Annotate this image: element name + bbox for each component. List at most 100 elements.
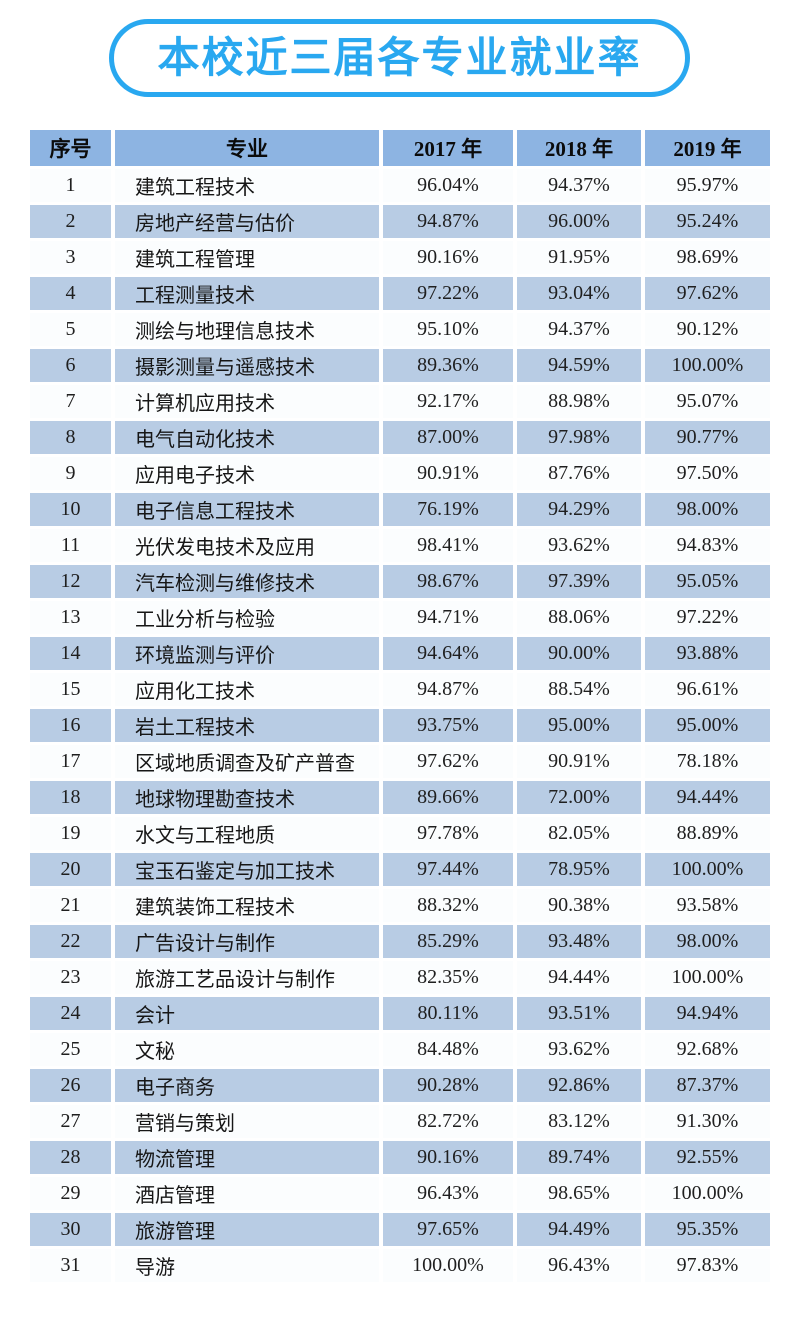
table-row: 19 水文与工程地质 97.78% 82.05% 88.89% xyxy=(30,814,770,850)
table-row: 27 营销与策划 82.72% 83.12% 91.30% xyxy=(30,1102,770,1138)
rate-2018: 88.54% xyxy=(517,670,645,706)
rate-2019: 97.62% xyxy=(645,274,770,310)
row-index: 12 xyxy=(30,562,115,598)
table-row: 29 酒店管理 96.43% 98.65% 100.00% xyxy=(30,1174,770,1210)
major-name: 宝玉石鉴定与加工技术 xyxy=(115,850,383,886)
rate-2019: 90.12% xyxy=(645,310,770,346)
row-index: 2 xyxy=(30,202,115,238)
rate-2018: 88.06% xyxy=(517,598,645,634)
rate-2019: 95.97% xyxy=(645,166,770,202)
rate-2019: 78.18% xyxy=(645,742,770,778)
rate-2017: 100.00% xyxy=(383,1246,517,1282)
major-name: 物流管理 xyxy=(115,1138,383,1174)
rate-2017: 89.66% xyxy=(383,778,517,814)
table-row: 9 应用电子技术 90.91% 87.76% 97.50% xyxy=(30,454,770,490)
table-row: 25 文秘 84.48% 93.62% 92.68% xyxy=(30,1030,770,1066)
row-index: 10 xyxy=(30,490,115,526)
rate-2017: 90.16% xyxy=(383,238,517,274)
rate-2018: 93.51% xyxy=(517,994,645,1030)
rate-2018: 90.00% xyxy=(517,634,645,670)
major-name: 旅游工艺品设计与制作 xyxy=(115,958,383,994)
rate-2019: 92.68% xyxy=(645,1030,770,1066)
rate-2017: 96.04% xyxy=(383,166,517,202)
rate-2017: 97.65% xyxy=(383,1210,517,1246)
row-index: 21 xyxy=(30,886,115,922)
table-row: 24 会计 80.11% 93.51% 94.94% xyxy=(30,994,770,1030)
col-header-2017: 2017 年 xyxy=(383,130,517,166)
rate-2017: 95.10% xyxy=(383,310,517,346)
table-row: 30 旅游管理 97.65% 94.49% 95.35% xyxy=(30,1210,770,1246)
row-index: 5 xyxy=(30,310,115,346)
rate-2018: 93.62% xyxy=(517,526,645,562)
rate-2018: 95.00% xyxy=(517,706,645,742)
rate-2018: 93.04% xyxy=(517,274,645,310)
rate-2018: 94.37% xyxy=(517,166,645,202)
rate-2017: 87.00% xyxy=(383,418,517,454)
table-row: 31 导游 100.00% 96.43% 97.83% xyxy=(30,1246,770,1282)
rate-2019: 88.89% xyxy=(645,814,770,850)
row-index: 28 xyxy=(30,1138,115,1174)
rate-2017: 84.48% xyxy=(383,1030,517,1066)
table-row: 23 旅游工艺品设计与制作 82.35% 94.44% 100.00% xyxy=(30,958,770,994)
table-row: 17 区域地质调查及矿产普查 97.62% 90.91% 78.18% xyxy=(30,742,770,778)
rate-2017: 94.87% xyxy=(383,670,517,706)
table-row: 10 电子信息工程技术 76.19% 94.29% 98.00% xyxy=(30,490,770,526)
rate-2018: 92.86% xyxy=(517,1066,645,1102)
rate-2019: 98.00% xyxy=(645,922,770,958)
rate-2018: 87.76% xyxy=(517,454,645,490)
rate-2018: 94.44% xyxy=(517,958,645,994)
row-index: 8 xyxy=(30,418,115,454)
major-name: 电气自动化技术 xyxy=(115,418,383,454)
row-index: 31 xyxy=(30,1246,115,1282)
rate-2017: 93.75% xyxy=(383,706,517,742)
rate-2017: 97.22% xyxy=(383,274,517,310)
major-name: 导游 xyxy=(115,1246,383,1282)
table-row: 26 电子商务 90.28% 92.86% 87.37% xyxy=(30,1066,770,1102)
rate-2019: 97.22% xyxy=(645,598,770,634)
major-name: 计算机应用技术 xyxy=(115,382,383,418)
major-name: 电子信息工程技术 xyxy=(115,490,383,526)
rate-2017: 94.87% xyxy=(383,202,517,238)
rate-2017: 92.17% xyxy=(383,382,517,418)
major-name: 建筑工程管理 xyxy=(115,238,383,274)
row-index: 7 xyxy=(30,382,115,418)
table-row: 22 广告设计与制作 85.29% 93.48% 98.00% xyxy=(30,922,770,958)
rate-2017: 90.28% xyxy=(383,1066,517,1102)
table-row: 6 摄影测量与遥感技术 89.36% 94.59% 100.00% xyxy=(30,346,770,382)
rate-2017: 82.72% xyxy=(383,1102,517,1138)
rate-2017: 90.16% xyxy=(383,1138,517,1174)
rate-2017: 96.43% xyxy=(383,1174,517,1210)
rate-2018: 96.00% xyxy=(517,202,645,238)
rate-2019: 93.58% xyxy=(645,886,770,922)
rate-2019: 87.37% xyxy=(645,1066,770,1102)
rate-2018: 90.91% xyxy=(517,742,645,778)
table-row: 13 工业分析与检验 94.71% 88.06% 97.22% xyxy=(30,598,770,634)
rate-2018: 94.49% xyxy=(517,1210,645,1246)
rate-2017: 90.91% xyxy=(383,454,517,490)
major-name: 文秘 xyxy=(115,1030,383,1066)
table-row: 16 岩土工程技术 93.75% 95.00% 95.00% xyxy=(30,706,770,742)
major-name: 酒店管理 xyxy=(115,1174,383,1210)
row-index: 13 xyxy=(30,598,115,634)
row-index: 19 xyxy=(30,814,115,850)
row-index: 30 xyxy=(30,1210,115,1246)
row-index: 17 xyxy=(30,742,115,778)
header-row: 序号 专业 2017 年 2018 年 2019 年 xyxy=(30,130,770,166)
major-name: 摄影测量与遥感技术 xyxy=(115,346,383,382)
table-row: 3 建筑工程管理 90.16% 91.95% 98.69% xyxy=(30,238,770,274)
row-index: 25 xyxy=(30,1030,115,1066)
rate-2017: 94.71% xyxy=(383,598,517,634)
title-banner: 本校近三届各专业就业率 xyxy=(109,19,690,97)
rate-2018: 82.05% xyxy=(517,814,645,850)
major-name: 旅游管理 xyxy=(115,1210,383,1246)
table-row: 18 地球物理勘查技术 89.66% 72.00% 94.44% xyxy=(30,778,770,814)
rate-2019: 92.55% xyxy=(645,1138,770,1174)
row-index: 3 xyxy=(30,238,115,274)
major-name: 建筑工程技术 xyxy=(115,166,383,202)
col-header-2019: 2019 年 xyxy=(645,130,770,166)
rate-2019: 98.00% xyxy=(645,490,770,526)
table-row: 8 电气自动化技术 87.00% 97.98% 90.77% xyxy=(30,418,770,454)
rate-2017: 97.62% xyxy=(383,742,517,778)
major-name: 光伏发电技术及应用 xyxy=(115,526,383,562)
rate-2019: 100.00% xyxy=(645,346,770,382)
